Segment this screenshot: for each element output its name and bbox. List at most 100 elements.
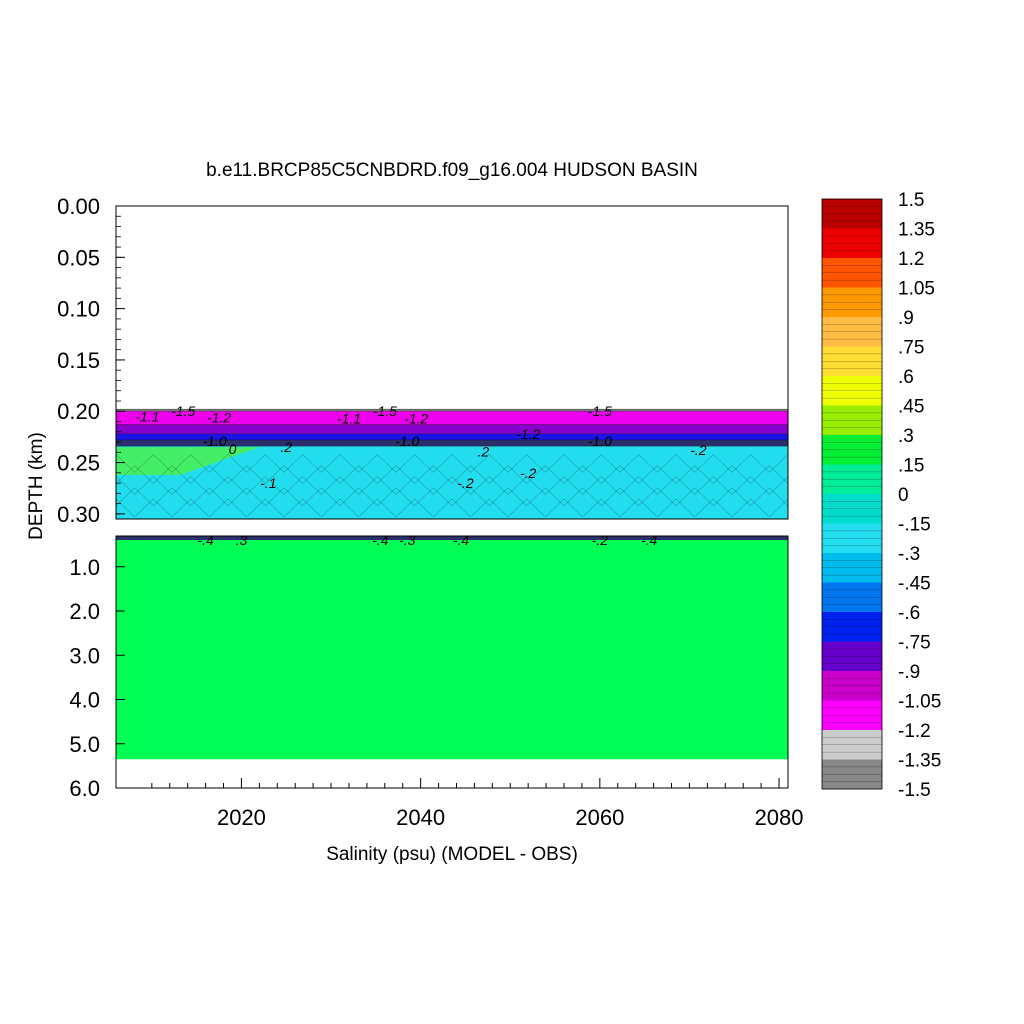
y-tick-label: 0.00	[57, 194, 100, 219]
colorbar-swatch	[822, 287, 882, 318]
colorbar-label: 0	[898, 485, 909, 506]
colorbar-swatch	[822, 435, 882, 465]
y-tick-label: 6.0	[69, 776, 100, 801]
contour-label: -1.1	[135, 408, 159, 424]
contour-label: .2	[280, 439, 292, 455]
contour-label: -.3	[399, 532, 416, 548]
contour-line	[116, 498, 788, 518]
depth-layer	[116, 446, 788, 519]
y-tick-label: 2.0	[69, 599, 100, 624]
y-tick-label: 0.25	[57, 451, 100, 476]
colorbar-label: .9	[898, 308, 914, 329]
contour-label: -1.0	[202, 433, 226, 449]
anomaly-patch	[116, 447, 260, 475]
colorbar-swatch	[822, 405, 882, 436]
contour-label: -.4	[372, 532, 389, 548]
contour-label: -1.5	[171, 403, 195, 419]
colorbar-swatch	[822, 258, 882, 288]
colorbar-swatch	[822, 494, 882, 524]
upper-panel-frame	[115, 205, 789, 520]
colorbar-label: -.3	[898, 544, 920, 565]
contour-label: -.4	[453, 532, 470, 548]
depth-layer	[116, 411, 788, 425]
y-tick-label: 4.0	[69, 688, 100, 713]
colorbar-label: 1.5	[898, 190, 924, 211]
upper-panel-y-axis: 0.00 0.05 0.10 0.15 0.20 0.25 0.30	[57, 194, 125, 527]
contour-label: -.2	[520, 465, 537, 481]
y-tick-label: 0.15	[57, 348, 100, 373]
contour-label: -1.5	[373, 403, 397, 419]
contour-label: -.2	[690, 442, 707, 458]
y-tick-label: 0.05	[57, 245, 100, 270]
contour-label: -1.1	[337, 410, 361, 426]
colorbar-swatch	[822, 346, 882, 377]
x-axis: 2020 2040 2060 2080	[151, 778, 804, 830]
colorbar-label: .45	[898, 397, 924, 418]
y-tick-label: 1.0	[69, 555, 100, 580]
x-axis-label: Salinity (psu) (MODEL - OBS)	[326, 844, 578, 865]
colorbar-label: -.45	[898, 574, 931, 595]
contour-label: -1.5	[588, 403, 612, 419]
depth-layer	[116, 433, 788, 440]
colorbar-swatch	[822, 199, 882, 229]
colorbar-label: 1.2	[898, 249, 924, 270]
colorbar-swatch	[822, 671, 882, 701]
contour-label: .2	[478, 443, 490, 459]
depth-layer	[116, 409, 788, 412]
y-tick-label: 0.20	[57, 399, 100, 424]
colorbar-label: -1.35	[898, 751, 941, 772]
colorbar-label: .75	[898, 338, 924, 359]
depth-layer	[116, 439, 788, 447]
colorbar-swatch	[822, 641, 882, 672]
colorbar-swatch	[822, 523, 882, 554]
y-tick-label: 5.0	[69, 732, 100, 757]
upper-panel-contour-labels: -1.1 -1.5 -1.2-1.00.2-.1-1.5-1.1 -1.2-1.0-.…	[135, 403, 706, 491]
contour-label: -.2	[457, 475, 474, 491]
colorbar-swatch	[822, 759, 882, 790]
x-tick-label: 2020	[217, 805, 266, 830]
colorbar-swatch	[822, 612, 882, 642]
colorbar-swatch	[822, 464, 882, 495]
colorbar-label: -1.2	[898, 721, 931, 742]
x-tick-label: 2060	[575, 805, 624, 830]
contour-label: -1.0	[395, 433, 419, 449]
colorbar-label: 1.05	[898, 279, 935, 300]
contour-line	[116, 487, 788, 507]
colorbar-swatch	[822, 730, 882, 760]
upper-panel-data	[116, 408, 788, 519]
colorbar-swatch	[822, 317, 882, 347]
colorbar-swatch	[822, 582, 882, 613]
colorbar-label: .15	[898, 456, 924, 477]
chart-title: b.e11.BRCP85C5CNBDRD.f09_g16.004 HUDSON …	[206, 160, 698, 181]
colorbar-swatch	[822, 228, 882, 259]
colorbar-label: .6	[898, 367, 914, 388]
surface-band	[116, 536, 788, 540]
colorbar-swatch	[822, 700, 882, 731]
y-tick-label: 3.0	[69, 643, 100, 668]
contour-label: .3	[236, 532, 248, 548]
colorbar-swatch	[822, 553, 882, 583]
contour-label: -.4	[641, 532, 658, 548]
lower-panel-contour-labels: -.4 .3 -.4 -.3 -.4 -.2 -.4	[197, 532, 658, 548]
colorbar-label: 1.35	[898, 220, 935, 241]
contour-label: -1.2	[516, 426, 540, 442]
x-tick-label: 2080	[755, 805, 804, 830]
colorbar: 1.5 1.35 1.2 1.05 .9 .75 .6 .45 .3 .15 0 -.15 -.3 -.4…	[821, 190, 941, 801]
contour-label: -.2	[592, 532, 609, 548]
contour-line	[116, 454, 788, 473]
contour-line	[116, 476, 788, 495]
y-axis-label: DEPTH (km)	[26, 432, 47, 540]
y-tick-label: 0.30	[57, 502, 100, 527]
lower-panel-data	[116, 536, 788, 760]
colorbar-label: -.15	[898, 515, 931, 536]
colorbar-label: .3	[898, 426, 914, 447]
contour-label: -.4	[197, 532, 214, 548]
contour-line	[116, 465, 788, 484]
contour-label: -.1	[260, 475, 276, 491]
x-tick-label: 2040	[396, 805, 445, 830]
colorbar-label: -.6	[898, 603, 920, 624]
y-tick-label: 0.10	[57, 297, 100, 322]
contour-label: -1.0	[588, 433, 612, 449]
colorbar-label: -1.05	[898, 692, 941, 713]
